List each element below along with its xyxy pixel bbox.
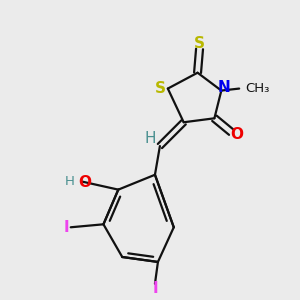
Text: I: I	[64, 220, 70, 235]
Text: S: S	[194, 35, 205, 50]
Text: I: I	[152, 281, 158, 296]
Text: O: O	[78, 175, 91, 190]
Text: O: O	[231, 127, 244, 142]
Text: N: N	[218, 80, 231, 95]
Text: S: S	[154, 81, 165, 96]
Text: CH₃: CH₃	[245, 82, 269, 95]
Text: H: H	[65, 175, 75, 188]
Text: H: H	[144, 130, 156, 146]
